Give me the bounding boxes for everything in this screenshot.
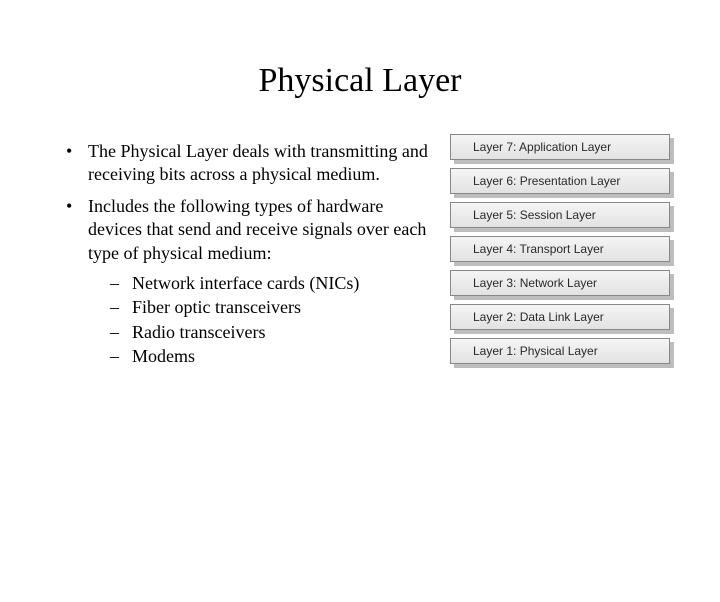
text-column: The Physical Layer deals with transmitti… bbox=[60, 140, 440, 376]
layer-box: Layer 3: Network Layer bbox=[450, 270, 670, 296]
osi-layer-6: Layer 6: Presentation Layer bbox=[450, 168, 680, 198]
osi-stack-diagram: Layer 7: Application Layer Layer 6: Pres… bbox=[450, 134, 680, 376]
slide-title: Physical Layer bbox=[0, 62, 720, 100]
layer-box: Layer 7: Application Layer bbox=[450, 134, 670, 160]
sub-bullet-item: Modems bbox=[104, 344, 440, 368]
osi-layer-4: Layer 4: Transport Layer bbox=[450, 236, 680, 266]
layer-box: Layer 1: Physical Layer bbox=[450, 338, 670, 364]
layer-box: Layer 4: Transport Layer bbox=[450, 236, 670, 262]
bullet-item: The Physical Layer deals with transmitti… bbox=[60, 140, 440, 187]
layer-box: Layer 2: Data Link Layer bbox=[450, 304, 670, 330]
sub-bullet-item: Network interface cards (NICs) bbox=[104, 271, 440, 295]
sub-bullet-item: Radio transceivers bbox=[104, 320, 440, 344]
bullet-item: Includes the following types of hardware… bbox=[60, 195, 440, 368]
osi-layer-1: Layer 1: Physical Layer bbox=[450, 338, 680, 368]
content-area: The Physical Layer deals with transmitti… bbox=[0, 140, 720, 376]
layer-box: Layer 5: Session Layer bbox=[450, 202, 670, 228]
main-bullet-list: The Physical Layer deals with transmitti… bbox=[60, 140, 440, 368]
osi-layer-2: Layer 2: Data Link Layer bbox=[450, 304, 680, 334]
osi-layer-5: Layer 5: Session Layer bbox=[450, 202, 680, 232]
sub-bullet-item: Fiber optic transceivers bbox=[104, 295, 440, 319]
bullet-text: Includes the following types of hardware… bbox=[88, 196, 426, 263]
osi-layer-3: Layer 3: Network Layer bbox=[450, 270, 680, 300]
sub-bullet-list: Network interface cards (NICs) Fiber opt… bbox=[104, 271, 440, 368]
osi-layer-7: Layer 7: Application Layer bbox=[450, 134, 680, 164]
layer-box: Layer 6: Presentation Layer bbox=[450, 168, 670, 194]
